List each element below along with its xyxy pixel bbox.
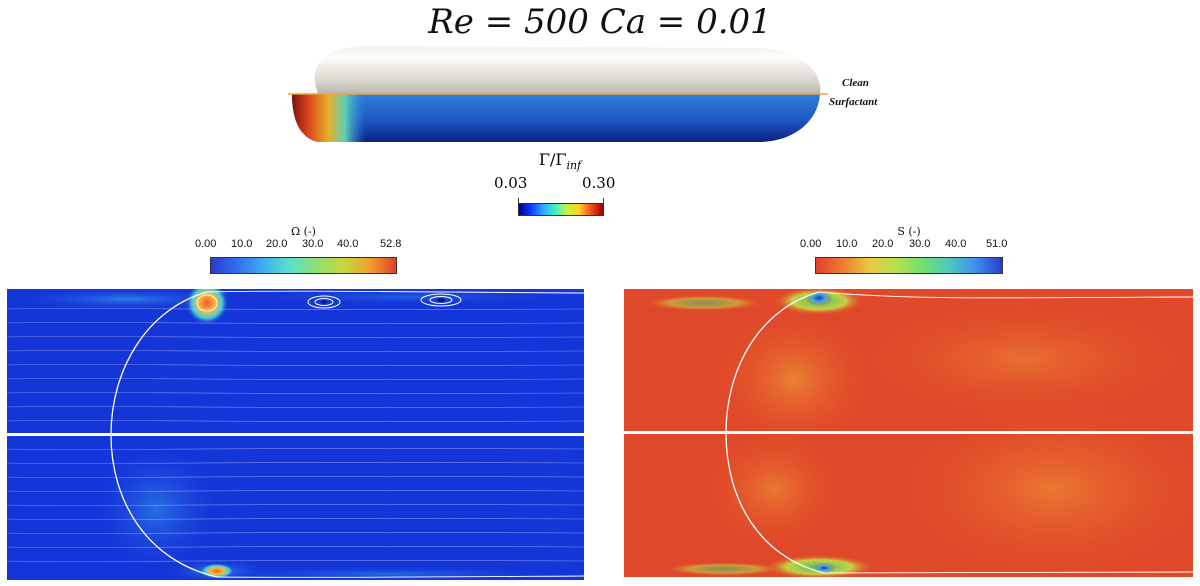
vorticity-tick: 30.0 — [302, 238, 324, 250]
surfactant-label: Surfactant — [829, 96, 878, 108]
figure-title: Re = 500 Ca = 0.01 — [428, 2, 772, 42]
gamma-colorbar — [518, 203, 604, 216]
vorticity-field-panel — [7, 289, 584, 580]
strain-tick: 30.0 — [909, 238, 931, 250]
gamma-colorbar-max: 0.30 — [582, 174, 616, 192]
strain-tick: 20.0 — [872, 238, 894, 250]
strain-midplane — [624, 431, 1193, 434]
vorticity-tick: 52.8 — [380, 238, 402, 250]
vorticity-midplane — [7, 433, 584, 436]
gamma-colorbar-title: Γ/Γinf — [538, 150, 582, 173]
strain-colorbar-title: S (-) — [897, 225, 921, 238]
vorticity-colorbar-title: Ω (-) — [291, 225, 316, 238]
gamma-colorbar-min: 0.03 — [494, 174, 528, 192]
vorticity-colorbar — [210, 257, 397, 274]
clean-label: Clean — [842, 77, 869, 89]
vorticity-tick: 20.0 — [266, 238, 288, 250]
vorticity-tick: 0.00 — [195, 238, 217, 250]
bubble-clean-half — [314, 46, 821, 94]
strain-tick: 10.0 — [836, 238, 858, 250]
vorticity-tick: 10.0 — [231, 238, 253, 250]
strain-tick: 51.0 — [986, 238, 1008, 250]
bubble-render — [288, 42, 828, 148]
strain-field-panel — [624, 289, 1193, 577]
strain-tick: 0.00 — [800, 238, 822, 250]
vorticity-tick: 40.0 — [337, 238, 359, 250]
strain-colorbar — [815, 257, 1003, 274]
strain-tick: 40.0 — [945, 238, 967, 250]
